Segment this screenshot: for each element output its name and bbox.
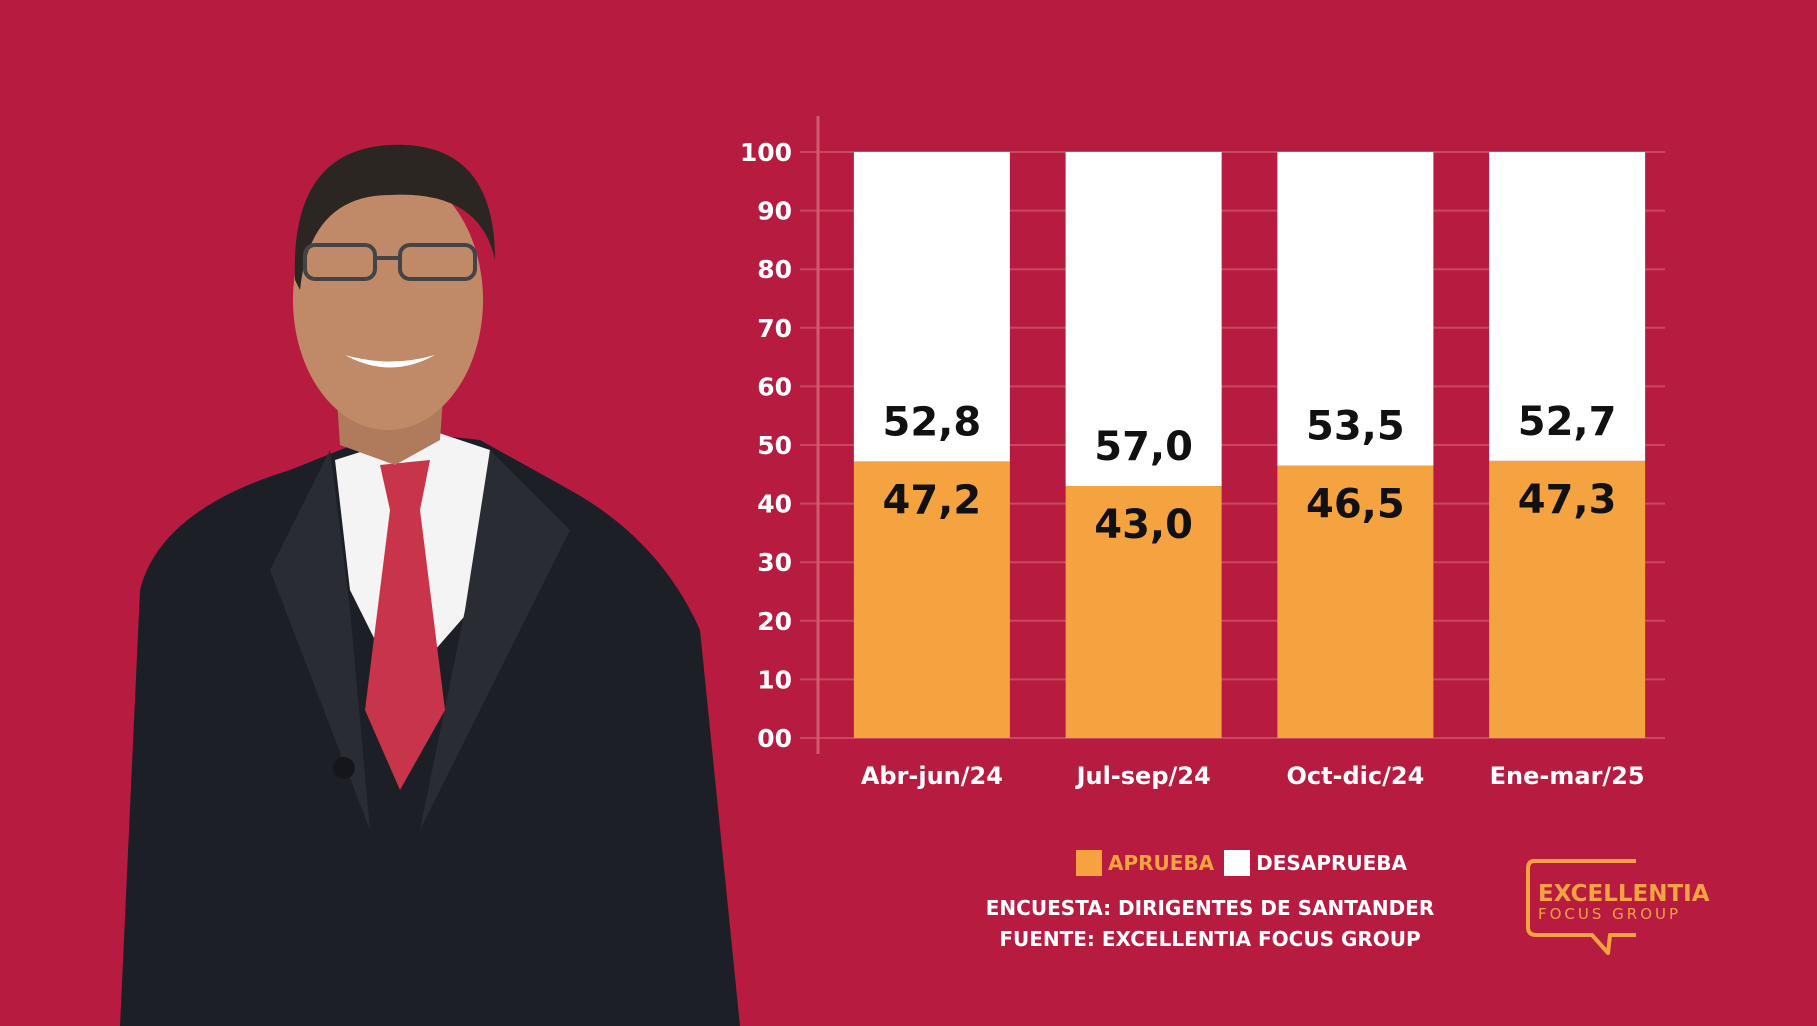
- source-note: FUENTE: EXCELLENTIA FOCUS GROUP: [999, 927, 1421, 951]
- chart-legend: APRUEBA DESAPRUEBA: [1076, 849, 1417, 877]
- data-labels: 47,2 52,8 43,0 57,0 46,5 53,5 47,3 52,7: [883, 399, 1617, 548]
- source-notes: ENCUESTA: DIRIGENTES DE SANTANDER FUENTE…: [970, 893, 1450, 955]
- data-label-desaprueba-0: 52,8: [883, 399, 982, 445]
- y-tick-label: 100: [740, 138, 792, 167]
- legend-label-desaprueba: DESAPRUEBA: [1256, 851, 1408, 875]
- glasses-left: [303, 243, 377, 281]
- y-tick-label: 20: [757, 607, 792, 636]
- y-tick-label: 70: [757, 314, 792, 343]
- bar-desaprueba-2: [1277, 152, 1434, 466]
- y-tick-label: 60: [757, 372, 792, 401]
- suit-lapel-right: [420, 450, 570, 830]
- bars: [853, 152, 1646, 738]
- data-label-aprueba-1: 43,0: [1094, 502, 1193, 548]
- data-label-aprueba-3: 47,3: [1518, 477, 1617, 523]
- y-tick-label: 40: [757, 490, 792, 519]
- logo: EXCELLENTIA FOCUS GROUP: [1538, 882, 1718, 922]
- x-tick-label: Jul-sep/24: [1075, 762, 1211, 790]
- bar-aprueba-3: [1489, 460, 1646, 738]
- suit-lapel-left: [270, 450, 370, 830]
- data-label-aprueba-0: 47,2: [883, 477, 982, 523]
- y-tick-label: 10: [757, 665, 792, 694]
- data-label-desaprueba-3: 52,7: [1518, 399, 1617, 445]
- data-label-desaprueba-1: 57,0: [1094, 424, 1193, 470]
- legend-item-aprueba: APRUEBA: [1076, 850, 1214, 876]
- glasses-right: [398, 243, 477, 281]
- portrait-photo: [120, 144, 740, 1026]
- legend-item-desaprueba: DESAPRUEBA: [1224, 850, 1407, 876]
- hair: [294, 144, 495, 290]
- tie: [365, 460, 445, 790]
- x-tick-label: Abr-jun/24: [861, 762, 1003, 790]
- logo-speech-bubble-icon: [1526, 859, 1636, 955]
- x-tick-label: Ene-mar/25: [1490, 762, 1645, 790]
- x-tick-label: Oct-dic/24: [1286, 762, 1424, 790]
- legend-label-aprueba: APRUEBA: [1108, 851, 1215, 875]
- y-tick-label: 80: [757, 255, 792, 284]
- y-tick-labels: 00 10 20 30 40 50 60 70 80 90 100: [740, 138, 792, 753]
- data-label-aprueba-2: 46,5: [1306, 482, 1405, 528]
- y-tick-label: 90: [757, 197, 792, 226]
- data-label-desaprueba-2: 53,5: [1306, 404, 1405, 450]
- smile: [345, 355, 435, 368]
- bar-aprueba-1: [1065, 486, 1222, 738]
- bar-aprueba-0: [853, 461, 1010, 738]
- logo-name: EXCELLENTIA: [1538, 881, 1710, 907]
- y-tick-label: 50: [757, 431, 792, 460]
- bar-desaprueba-1: [1065, 152, 1222, 487]
- bar-desaprueba-3: [1489, 152, 1646, 461]
- logo-subname: FOCUS GROUP: [1538, 905, 1682, 923]
- legend-swatch-desaprueba: [1224, 850, 1251, 876]
- y-tick-label: 30: [757, 548, 792, 577]
- bar-desaprueba-0: [853, 152, 1010, 462]
- survey-note: ENCUESTA: DIRIGENTES DE SANTANDER: [985, 896, 1435, 920]
- y-tick-label: 00: [757, 724, 792, 753]
- face: [293, 170, 483, 430]
- bar-aprueba-2: [1277, 465, 1434, 738]
- x-tick-labels: Abr-jun/24 Jul-sep/24 Oct-dic/24 Ene-mar/25: [861, 762, 1645, 790]
- suit-button: [333, 757, 355, 779]
- legend-swatch-aprueba: [1076, 850, 1102, 876]
